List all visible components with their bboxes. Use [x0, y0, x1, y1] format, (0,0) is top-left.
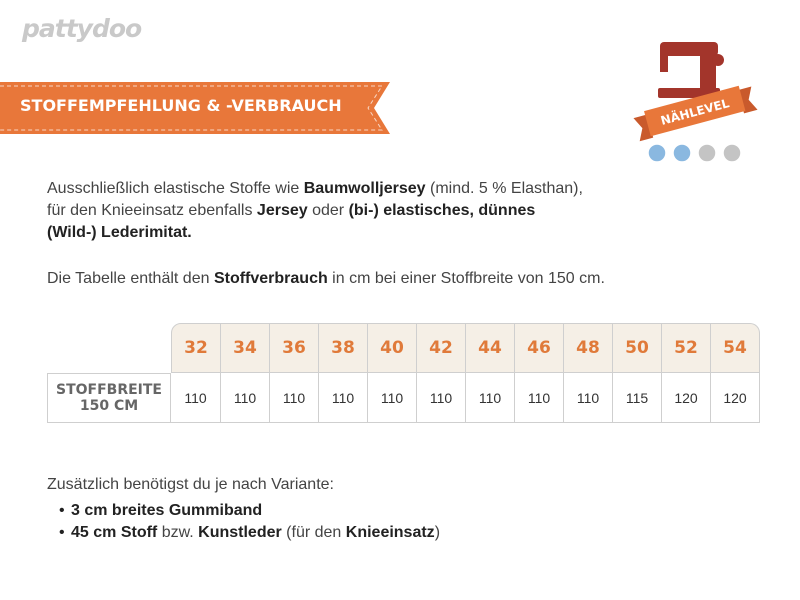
cell: 110	[319, 373, 368, 423]
cell: 110	[515, 373, 564, 423]
bold-text: Baumwolljersey	[303, 180, 426, 197]
size-header: 36	[270, 323, 319, 373]
text: )	[434, 524, 441, 541]
cell: 110	[368, 373, 417, 423]
size-header: 46	[515, 323, 564, 373]
text-line: für den Knieeinsatz ebenfalls Jersey ode…	[47, 200, 583, 222]
cell: 120	[662, 373, 711, 423]
cell: 110	[270, 373, 319, 423]
list-item: 3 cm breites Gummiband	[59, 500, 440, 522]
row-label-line: 150 CM	[79, 398, 139, 414]
bold-text: (Wild-) Lederimitat.	[47, 224, 192, 241]
cell: 110	[221, 373, 270, 423]
cell: 110	[417, 373, 466, 423]
level-badge: NÄHLEVEL	[633, 42, 758, 163]
intro-text: Ausschließlich elastische Stoffe wie Bau…	[47, 178, 583, 244]
banner-title: STOFFEMPFEHLUNG & -VERBRAUCH	[20, 96, 342, 115]
bold-text: 45 cm Stoff	[71, 524, 158, 541]
text-line: Ausschließlich elastische Stoffe wie Bau…	[47, 178, 583, 200]
text: (mind. 5 % Elasthan),	[425, 180, 583, 197]
size-header: 34	[221, 323, 270, 373]
empty-cell	[47, 323, 171, 373]
size-header: 38	[319, 323, 368, 373]
extras-intro: Zusätzlich benötigst du je nach Variante…	[47, 476, 334, 493]
cell: 110	[564, 373, 613, 423]
text: Ausschließlich elastische Stoffe wie	[47, 180, 304, 197]
bold-text: Stoffverbrauch	[213, 270, 328, 287]
text: (für den	[281, 524, 346, 541]
cell: 120	[711, 373, 760, 423]
text: bzw.	[157, 524, 199, 541]
extras-list: 3 cm breites Gummiband 45 cm Stoff bzw. K…	[47, 500, 440, 544]
size-header: 48	[564, 323, 613, 373]
extras: Zusätzlich benötigst du je nach Variante…	[47, 476, 440, 544]
text-line: Die Tabelle enthält den Stoffverbrauch i…	[47, 268, 605, 290]
data-row: STOFFBREITE 150 CM 110 110 110 110 110 110 110 11…	[47, 373, 760, 423]
text: Die Tabelle enthält den	[47, 270, 214, 287]
size-header: 54	[711, 323, 760, 373]
cell: 115	[613, 373, 662, 423]
fabric-table: 32 34 36 38 40 42 44 46 48 50 52 54 STOFFBREITE 150 C…	[47, 323, 760, 423]
size-header: 42	[417, 323, 466, 373]
list-item: 45 cm Stoff bzw. Kunstleder (für den Kni…	[59, 522, 441, 544]
row-label: STOFFBREITE 150 CM	[47, 373, 171, 423]
size-header: 52	[662, 323, 711, 373]
text-line: (Wild-) Lederimitat.	[47, 222, 583, 244]
size-header: 32	[171, 323, 221, 373]
bold-text: Kunstleder	[198, 524, 282, 541]
header-row: 32 34 36 38 40 42 44 46 48 50 52 54	[47, 323, 760, 373]
size-header: 44	[466, 323, 515, 373]
text: für den Knieeinsatz ebenfalls	[47, 202, 257, 219]
banner-ribbon	[0, 82, 390, 134]
bold-text: Knieeinsatz	[345, 524, 435, 541]
row-label-line: STOFFBREITE	[56, 382, 162, 398]
size-header: 50	[613, 323, 662, 373]
text: oder	[307, 202, 349, 219]
size-header: 40	[368, 323, 417, 373]
cell: 110	[171, 373, 221, 423]
bold-text: 3 cm breites Gummiband	[71, 502, 263, 519]
bold-text: Jersey	[256, 202, 308, 219]
bold-text: (bi-) elastisches, dünnes	[348, 202, 536, 219]
note-text: Die Tabelle enthält den Stoffverbrauch i…	[47, 268, 605, 290]
cell: 110	[466, 373, 515, 423]
logo: pattydoo	[22, 14, 142, 43]
text: in cm bei einer Stoffbreite von 150 cm.	[327, 270, 605, 287]
